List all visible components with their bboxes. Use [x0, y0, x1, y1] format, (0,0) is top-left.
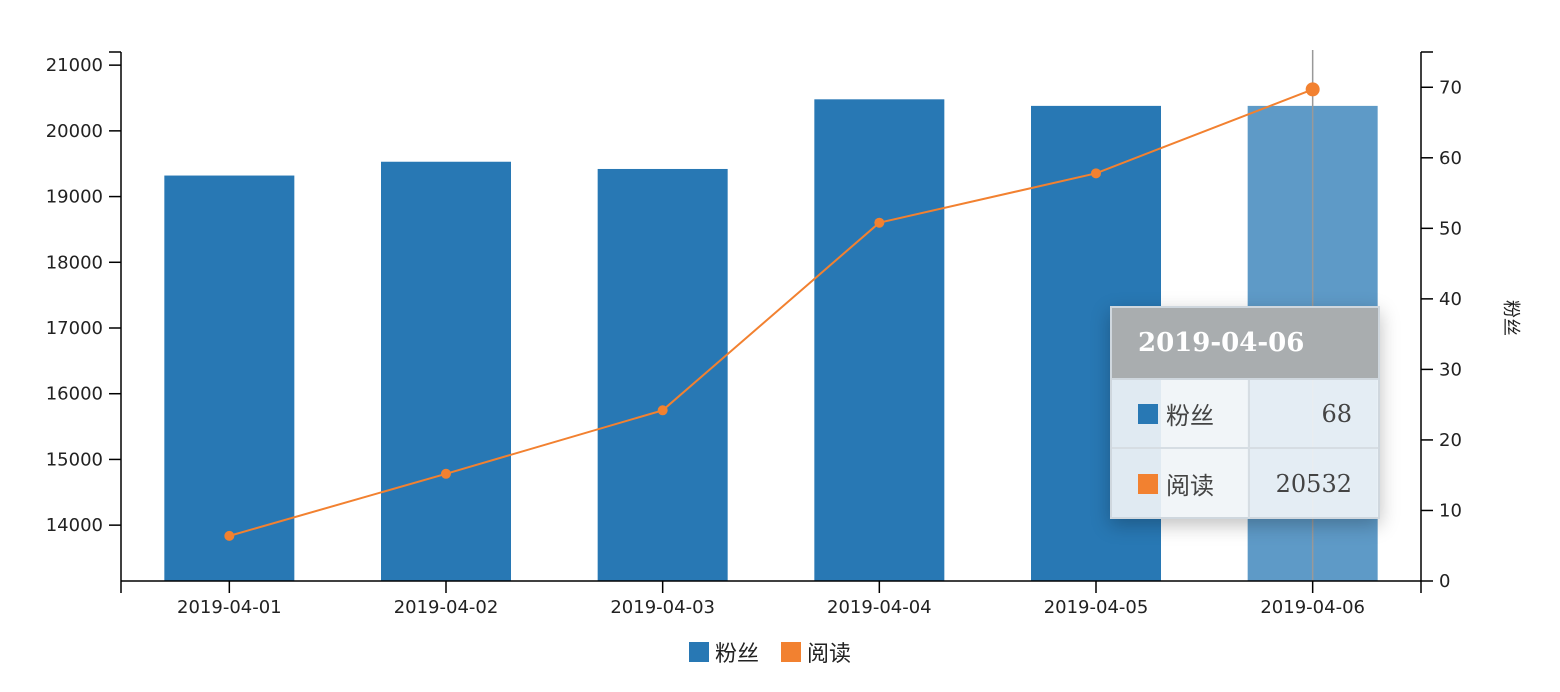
right-axis-label: 粉丝 — [1500, 300, 1521, 336]
legend-swatch-fans — [688, 642, 709, 662]
reads-point-2019-04-02[interactable] — [441, 468, 451, 479]
legend-label-reads: 阅读 — [807, 642, 852, 667]
reads-point-2019-04-01[interactable] — [224, 530, 235, 541]
left-tick-label-17000: 17000 — [46, 318, 103, 339]
bar-2019-04-01[interactable] — [164, 175, 295, 582]
line-series — [224, 82, 1320, 541]
x-tick-label-2019-04-05: 2019-04-05 — [1044, 597, 1149, 618]
left-tick-label-14000: 14000 — [46, 515, 103, 536]
legend-item-reads[interactable]: 阅读 — [781, 636, 851, 668]
tooltip: 2019-04-06 粉丝 68 阅读 20532 — [1110, 306, 1380, 519]
left-tick-label-16000: 16000 — [46, 384, 103, 405]
right-tick-label-10: 10 — [1439, 500, 1462, 521]
tooltip-value-reads: 20532 — [1275, 469, 1352, 498]
reads-line — [229, 88, 1314, 537]
bar-2019-04-04[interactable] — [814, 99, 945, 582]
right-tick-label-50: 50 — [1439, 218, 1462, 239]
reads-point-2019-04-06[interactable] — [1305, 82, 1320, 97]
left-tick-label-20000: 20000 — [46, 121, 103, 142]
x-tick-label-2019-04-03: 2019-04-03 — [610, 597, 715, 618]
legend-item-fans[interactable]: 粉丝 — [688, 636, 759, 668]
right-tick-label-30: 30 — [1439, 359, 1462, 380]
right-tick-label-60: 60 — [1439, 148, 1462, 169]
legend-label-fans: 粉丝 — [714, 642, 759, 667]
x-tick-label-2019-04-06: 2019-04-06 — [1260, 597, 1365, 618]
reads-point-2019-04-03[interactable] — [657, 405, 668, 416]
right-tick-label-70: 70 — [1439, 77, 1462, 98]
left-tick-label-15000: 15000 — [46, 449, 103, 470]
left-y-axis: 14000 15000 16000 17000 18000 19000 20000 21000 — [46, 51, 122, 581]
tooltip-title: 2019-04-06 — [1112, 308, 1378, 380]
x-tick-label-2019-04-04: 2019-04-04 — [827, 597, 932, 618]
right-tick-label-40: 40 — [1439, 289, 1462, 310]
right-tick-label-20: 20 — [1439, 430, 1462, 451]
reads-point-2019-04-05[interactable] — [1091, 168, 1101, 179]
x-axis: 2019-04-01 2019-04-02 2019-04-03 2019-04-04… — [120, 580, 1422, 618]
bar-2019-04-03[interactable] — [597, 168, 728, 581]
tooltip-label-fans: 粉丝 — [1166, 402, 1214, 430]
reads-point-2019-04-04[interactable] — [874, 217, 885, 228]
tooltip-row-fans: 粉丝 68 — [1112, 380, 1378, 449]
legend-swatch-reads — [781, 642, 801, 662]
tooltip-row-reads: 阅读 20532 — [1112, 449, 1378, 518]
left-tick-label-19000: 19000 — [46, 187, 103, 208]
tooltip-swatch-fans — [1138, 403, 1158, 424]
left-tick-label-18000: 18000 — [46, 252, 103, 273]
legend: 粉丝 阅读 — [0, 636, 1540, 668]
left-tick-label-21000: 21000 — [46, 55, 103, 76]
right-tick-label-0: 0 — [1439, 571, 1450, 592]
tooltip-swatch-reads — [1138, 473, 1158, 494]
right-y-axis: 0 10 20 30 40 50 60 70 — [1420, 51, 1462, 592]
x-tick-label-2019-04-01: 2019-04-01 — [177, 597, 282, 618]
bar-2019-04-02[interactable] — [381, 161, 511, 581]
tooltip-value-fans: 68 — [1321, 399, 1352, 428]
tooltip-label-reads: 阅读 — [1166, 472, 1214, 500]
x-tick-label-2019-04-02: 2019-04-02 — [394, 597, 499, 618]
